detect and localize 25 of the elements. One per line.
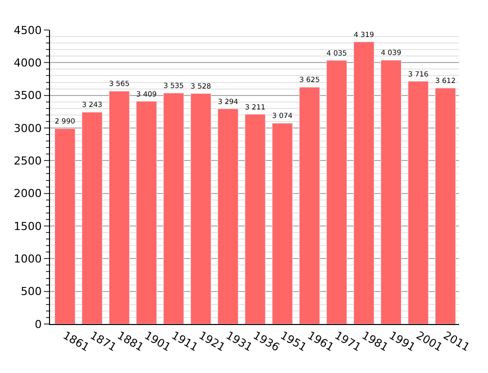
y-tick-label: 2500 xyxy=(14,154,42,168)
bar xyxy=(136,101,157,324)
y-tick-label: 2000 xyxy=(14,187,42,200)
y-tick-label: 3000 xyxy=(14,122,42,135)
bar xyxy=(108,90,130,324)
bar xyxy=(299,86,320,324)
bar xyxy=(326,60,348,324)
y-tick-label: 4500 xyxy=(14,24,42,37)
bar xyxy=(272,122,293,324)
y-tick-label: 3500 xyxy=(14,89,42,102)
bar xyxy=(244,114,266,324)
bar xyxy=(54,128,76,324)
bar xyxy=(380,60,402,324)
bar xyxy=(434,88,456,324)
bar xyxy=(163,92,184,324)
bar xyxy=(218,108,238,324)
bar xyxy=(353,42,374,324)
y-tick-label: 1500 xyxy=(14,220,42,233)
bar xyxy=(408,80,429,324)
y-tick-label: 4000 xyxy=(14,56,42,70)
bar xyxy=(82,112,103,324)
y-tick-label: 500 xyxy=(20,285,42,298)
y-tick-label: 0 xyxy=(34,318,42,331)
y-tick-label: 1000 xyxy=(14,252,42,266)
bar xyxy=(190,93,212,324)
